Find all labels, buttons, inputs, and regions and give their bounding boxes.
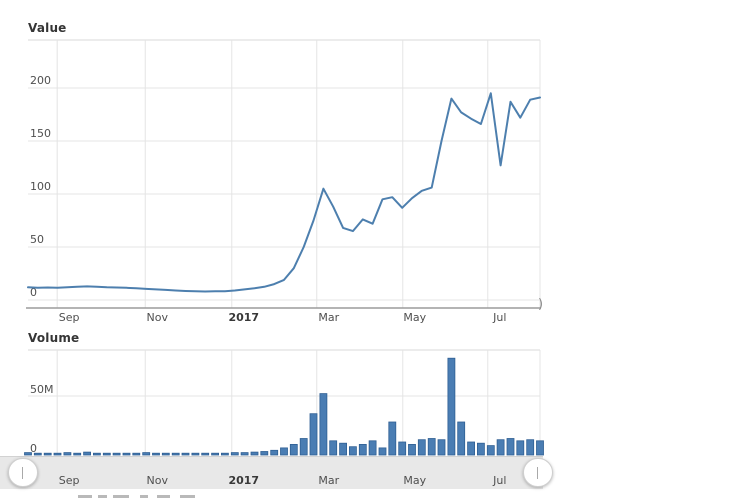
volume-bar bbox=[112, 452, 121, 456]
volume-bar bbox=[191, 452, 200, 456]
volume-bar bbox=[220, 452, 229, 456]
scrollbar-x-tick-label-2017: 2017 bbox=[228, 474, 260, 487]
volume-y-tick-label: 0 bbox=[30, 442, 37, 455]
clipped-text-fragment bbox=[98, 495, 107, 498]
volume-bar bbox=[201, 452, 210, 456]
volume-bar bbox=[24, 452, 32, 456]
volume-bar bbox=[280, 447, 288, 456]
volume-bar bbox=[250, 451, 259, 456]
volume-bar bbox=[240, 452, 249, 456]
volume-bar bbox=[408, 443, 416, 456]
scrollbar-right-handle[interactable] bbox=[523, 458, 553, 487]
volume-bar bbox=[161, 452, 170, 456]
value-x-tick-label-nov: Nov bbox=[146, 311, 168, 324]
volume-bar bbox=[63, 452, 72, 456]
handle-grip-icon bbox=[22, 467, 23, 479]
clipped-text-fragment bbox=[157, 495, 170, 498]
volume-bar bbox=[388, 421, 397, 456]
value-chart-title: Value bbox=[28, 21, 67, 35]
scrollbar-x-tick-label-may: May bbox=[403, 474, 427, 487]
volume-bar bbox=[122, 452, 131, 456]
volume-bar bbox=[73, 452, 82, 456]
value-x-tick-label-mar: Mar bbox=[318, 311, 340, 324]
volume-bar bbox=[53, 452, 62, 456]
volume-bar bbox=[486, 445, 495, 456]
scrollbar-track[interactable] bbox=[0, 456, 543, 489]
volume-bar bbox=[526, 439, 535, 456]
clipped-text-fragment bbox=[113, 495, 129, 498]
clipped-text-fragment bbox=[78, 495, 92, 498]
volume-bars-series bbox=[24, 357, 544, 456]
volume-bar bbox=[181, 452, 190, 456]
scrollbar-x-tick-label-jul: Jul bbox=[493, 474, 507, 487]
volume-bar bbox=[132, 452, 141, 456]
volume-y-tick-label: 50M bbox=[30, 383, 54, 396]
value-line-series bbox=[27, 92, 541, 293]
value-y-tick-label: 50 bbox=[30, 233, 44, 246]
clipped-text-fragment bbox=[180, 495, 195, 498]
volume-bar bbox=[348, 446, 357, 456]
volume-bar bbox=[467, 441, 476, 456]
volume-bar bbox=[437, 439, 446, 456]
volume-bar bbox=[457, 421, 466, 456]
volume-bar bbox=[270, 449, 279, 456]
volume-bar bbox=[299, 438, 308, 456]
volume-bar bbox=[142, 452, 151, 456]
volume-bar bbox=[427, 438, 436, 456]
volume-bar bbox=[152, 452, 160, 456]
volume-bar bbox=[476, 442, 485, 456]
value-y-tick-label: 200 bbox=[30, 74, 51, 87]
volume-bar bbox=[93, 452, 101, 456]
volume-bar bbox=[43, 452, 52, 456]
scrollbar-x-tick-label-sep: Sep bbox=[58, 474, 80, 487]
volume-bar bbox=[260, 451, 269, 456]
volume-bar bbox=[102, 452, 111, 456]
volume-bar bbox=[211, 452, 220, 456]
value-x-tick-label-sep: Sep bbox=[58, 311, 80, 324]
volume-chart-title: Volume bbox=[28, 331, 80, 345]
volume-bar bbox=[358, 443, 367, 456]
volume-bar bbox=[536, 440, 544, 456]
volume-bar bbox=[230, 452, 239, 456]
volume-bar bbox=[329, 440, 338, 456]
volume-bar bbox=[398, 441, 407, 456]
volume-bar bbox=[33, 452, 42, 456]
volume-bar bbox=[506, 438, 515, 456]
value-x-tick-label-may: May bbox=[403, 311, 427, 324]
value-y-tick-label: 150 bbox=[30, 127, 51, 140]
volume-bar bbox=[339, 442, 348, 456]
handle-grip-icon bbox=[537, 467, 538, 479]
value-y-tick-label: 100 bbox=[30, 180, 51, 193]
clipped-text-fragment bbox=[140, 495, 148, 498]
value-x-tick-label-2017: 2017 bbox=[228, 311, 260, 324]
value-x-tick-label-jul: Jul bbox=[493, 311, 507, 324]
volume-bar bbox=[368, 440, 377, 456]
volume-bar bbox=[171, 452, 180, 456]
volume-bar bbox=[496, 439, 505, 456]
volume-bar bbox=[447, 357, 456, 456]
volume-bar bbox=[516, 440, 525, 456]
scrollbar-x-tick-label-mar: Mar bbox=[318, 474, 340, 487]
volume-bar bbox=[378, 447, 387, 456]
volume-bar bbox=[309, 413, 318, 456]
scrollbar-left-handle[interactable] bbox=[8, 458, 38, 487]
value-y-tick-label: 0 bbox=[30, 286, 37, 299]
volume-bar bbox=[319, 393, 328, 456]
scrollbar-x-tick-label-nov: Nov bbox=[146, 474, 168, 487]
axis-end-artifact: ) bbox=[538, 297, 544, 312]
volume-bar bbox=[289, 443, 298, 456]
volume-bar bbox=[417, 439, 426, 456]
volume-bar bbox=[83, 451, 91, 456]
